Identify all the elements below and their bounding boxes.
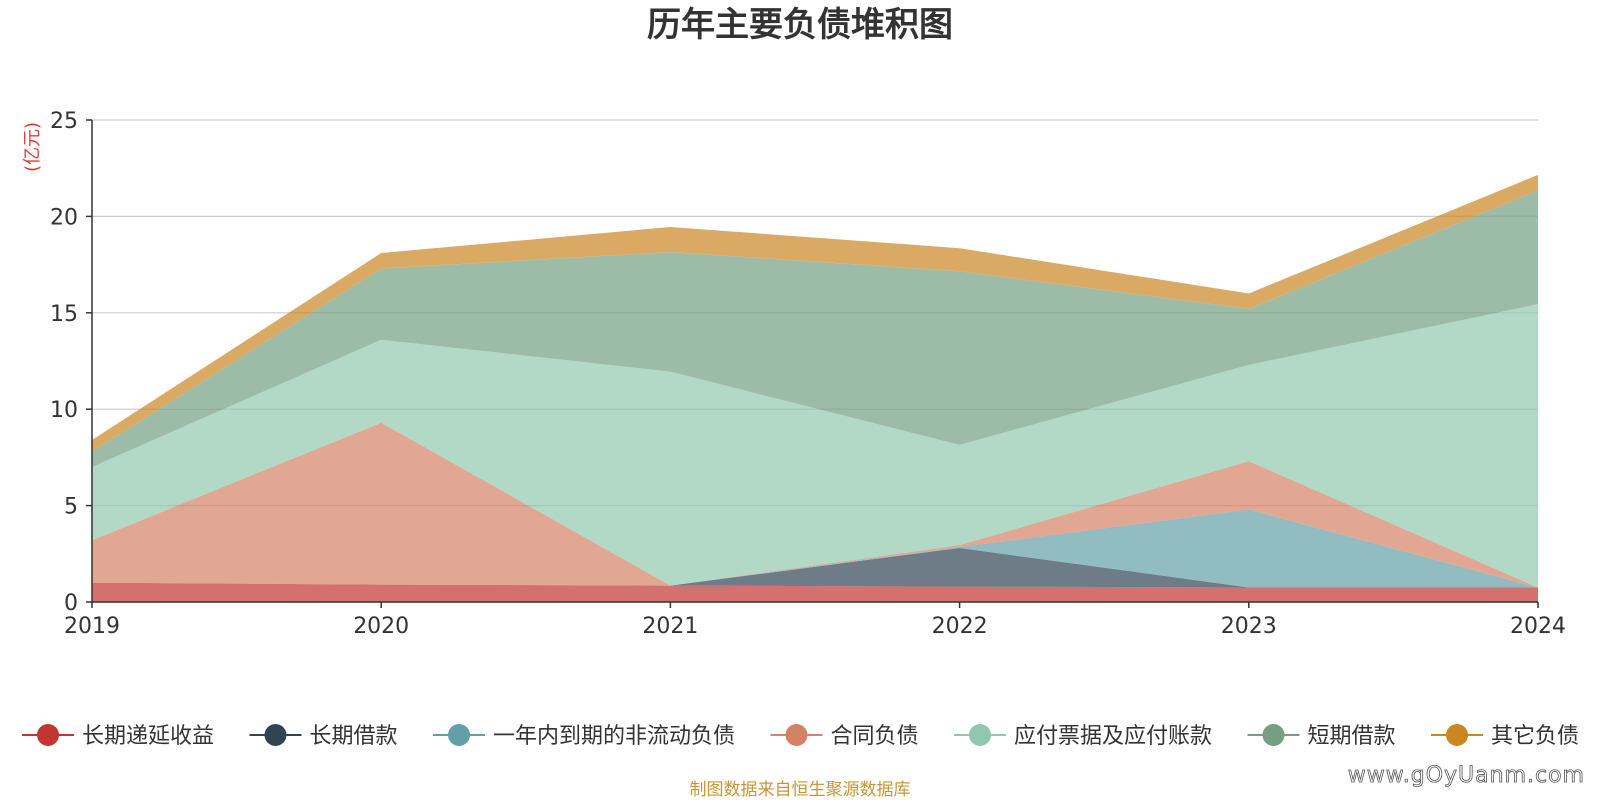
legend-label: 一年内到期的非流动负债 [493,724,735,749]
x-tick-label: 2021 [642,614,698,639]
area-series-3 [92,422,1538,588]
x-tick-label: 2019 [64,614,120,639]
legend-item-2[interactable]: 一年内到期的非流动负债 [433,724,735,749]
legend-item-6[interactable]: 其它负债 [1431,724,1579,749]
legend-item-1[interactable]: 长期借款 [249,724,398,749]
axes: 0 5 10 15 20 25 2019 2020 2021 2022 2023 2024 [50,109,1566,639]
legend-item-0[interactable]: 长期递延收益 [22,724,214,749]
legend-label: 合同负债 [831,724,919,749]
legend-marker [448,724,470,746]
legend-item-3[interactable]: 合同负债 [770,724,919,749]
legend-marker [1446,724,1468,746]
legend-label: 短期借款 [1308,724,1396,749]
x-tick-label: 2024 [1510,614,1566,639]
area-series-1 [92,548,1538,588]
legend-item-4[interactable]: 应付票据及应付账款 [954,724,1212,749]
y-tick-label: 15 [50,302,78,327]
legend-marker [969,724,991,746]
y-tick-label: 20 [50,205,78,230]
legend-label: 长期借款 [310,724,398,749]
area-series [92,174,1538,602]
y-tick-label: 5 [64,495,78,520]
legend-marker [785,724,808,746]
legend-marker [264,724,287,746]
data-source-note: 制图数据来自恒生聚源数据库 [690,780,911,800]
legend-label: 应付票据及应付账款 [1014,724,1212,749]
y-unit-label: (亿元) [22,122,43,172]
x-tick-label: 2020 [353,614,409,639]
area-series-4 [92,304,1538,588]
x-tick-label: 2023 [1221,614,1277,639]
y-tick-label: 25 [50,109,78,134]
area-series-2 [92,509,1538,588]
y-tick-label: 10 [50,398,78,423]
legend-marker [1262,724,1285,746]
chart-title: 历年主要负债堆积图 [647,5,953,45]
area-series-0 [92,582,1538,602]
area-series-5 [92,190,1538,467]
legend-marker [37,724,59,746]
legend[interactable]: 长期递延收益 长期借款 一年内到期的非流动负债 合同负债 应付票据及应付账款 短期借款 其它… [22,724,1579,749]
y-tick-label: 0 [64,591,78,616]
legend-label: 其它负债 [1491,724,1579,749]
legend-label: 长期递延收益 [82,724,214,749]
x-tick-label: 2022 [932,614,988,639]
legend-item-5[interactable]: 短期借款 [1247,724,1396,749]
watermark: www.gOyUanm.com [1348,763,1585,788]
